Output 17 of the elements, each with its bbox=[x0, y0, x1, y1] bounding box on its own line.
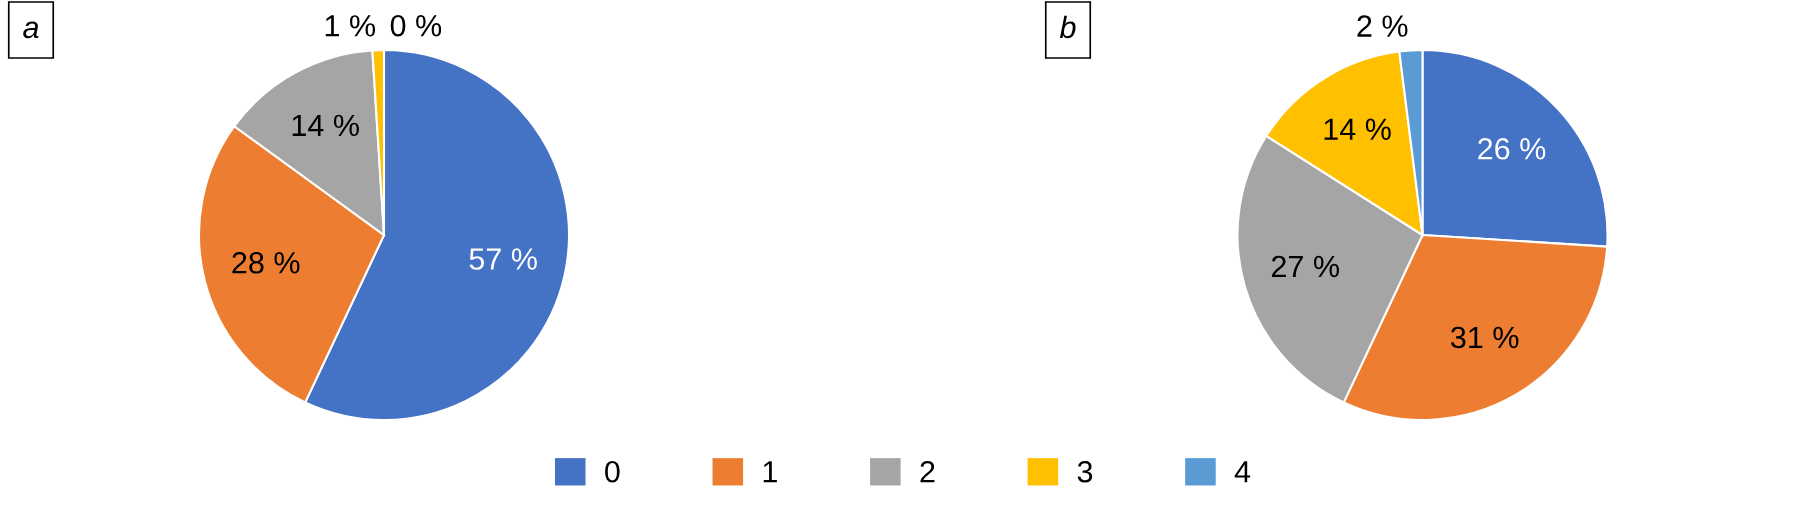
data-label: 14 % bbox=[292, 114, 359, 137]
data-label: 31 % bbox=[1451, 326, 1519, 349]
data-label: 1 % bbox=[325, 15, 376, 37]
legend-label: 2 bbox=[920, 460, 935, 483]
legend-label: 4 bbox=[1234, 461, 1251, 483]
data-label: 57 % bbox=[469, 248, 537, 270]
legend-label: 3 bbox=[1077, 460, 1093, 483]
chart-title: b bbox=[1059, 15, 1076, 39]
data-label: 26 % bbox=[1478, 137, 1546, 160]
text: 0 % bbox=[390, 14, 442, 37]
data-label: 2 % bbox=[1357, 15, 1408, 37]
data-label: 14 % bbox=[1324, 118, 1391, 140]
chart-title: a bbox=[23, 21, 39, 39]
data-label: 28 % bbox=[232, 251, 300, 274]
legend-label: 0 bbox=[605, 460, 620, 483]
legend-label: 1 bbox=[763, 461, 777, 483]
data-label: 27 % bbox=[1271, 255, 1339, 278]
